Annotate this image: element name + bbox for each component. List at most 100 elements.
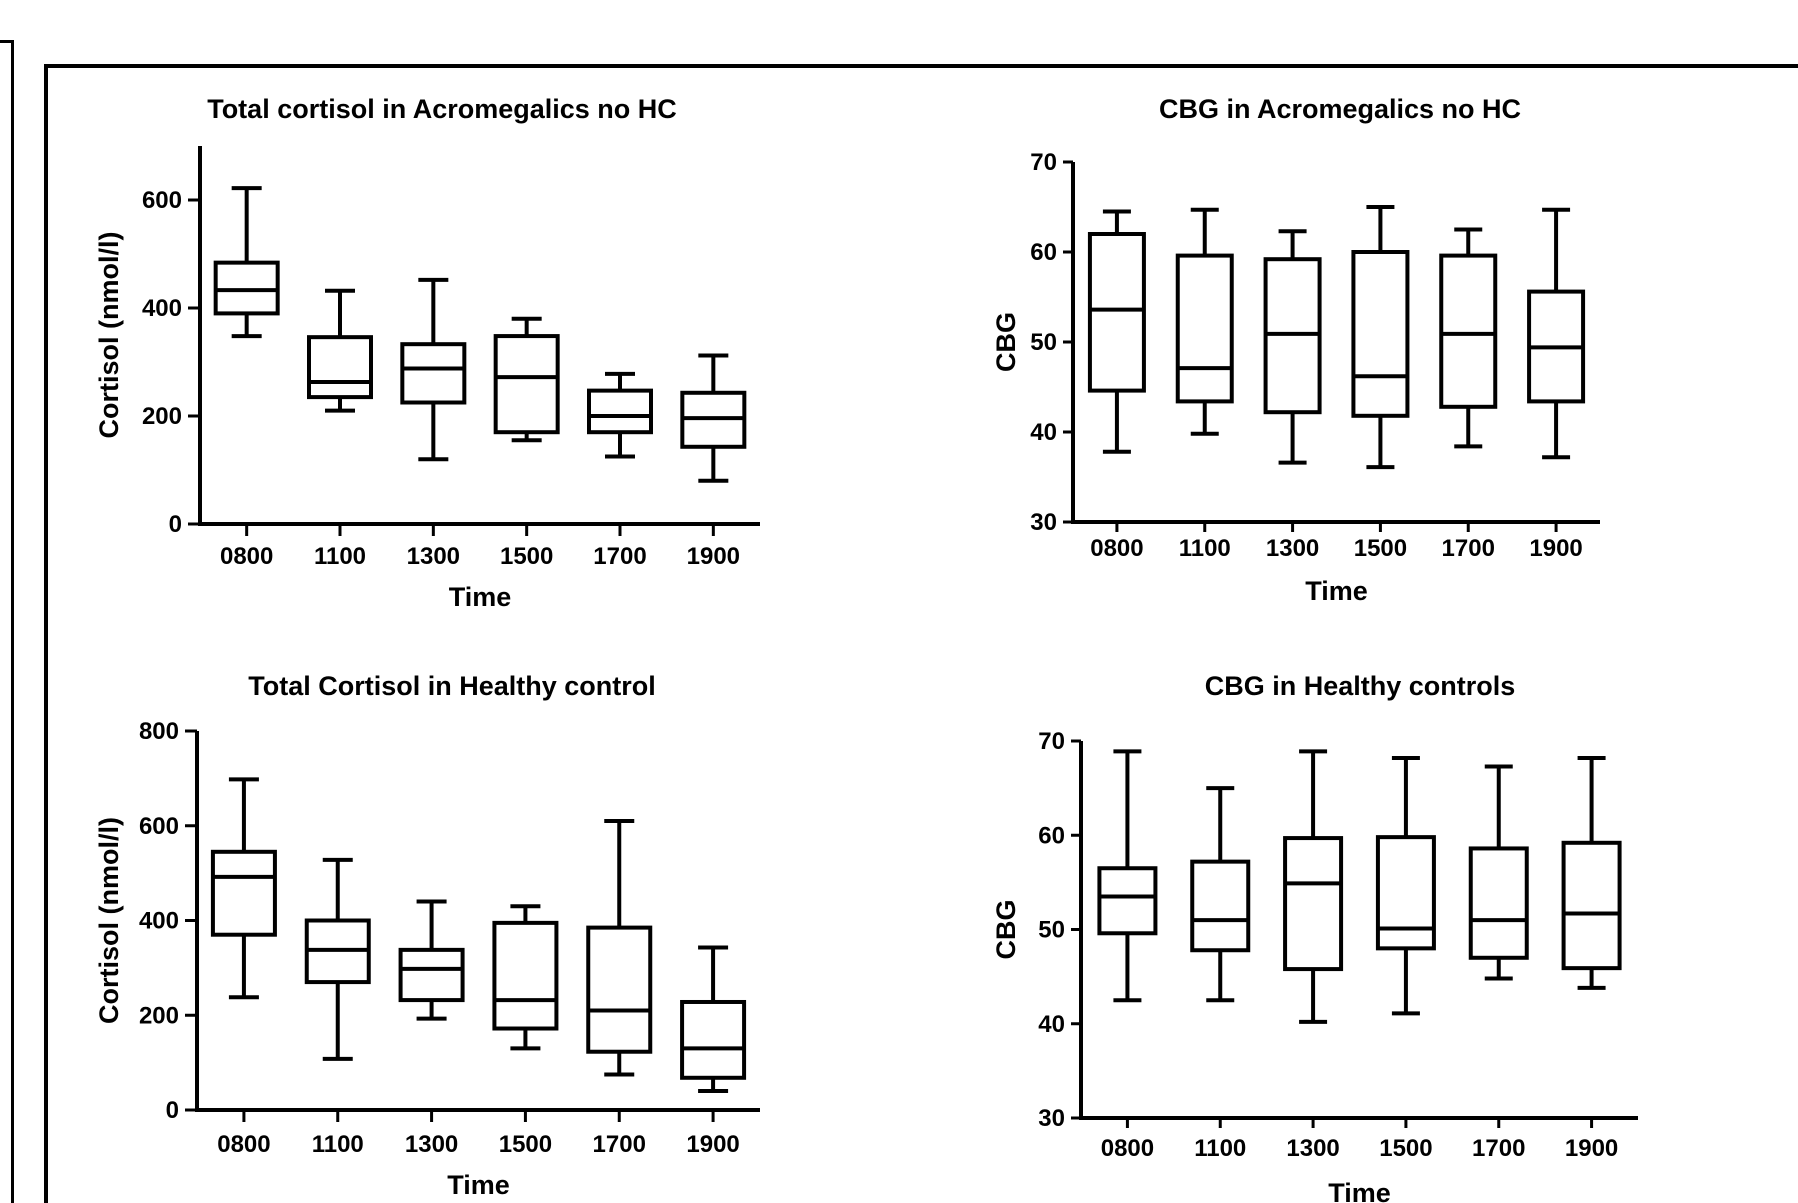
- box-1100: [307, 288, 373, 413]
- chart-title: CBG in Acromegalics no HC: [1159, 94, 1521, 124]
- box-1700: [587, 371, 653, 459]
- box-1700: [586, 819, 653, 1077]
- box-1100: [1190, 786, 1251, 1003]
- box-iqr: [400, 342, 467, 405]
- box-1300: [398, 899, 465, 1021]
- box-iqr: [586, 925, 653, 1054]
- box-1900: [680, 945, 747, 1094]
- y-tick-label: 70: [1030, 149, 1057, 176]
- x-tick-label: 1900: [687, 543, 740, 570]
- y-tick-label: 0: [169, 511, 182, 538]
- box-1500: [493, 316, 560, 443]
- chart-title: Total cortisol in Acromegalics no HC: [207, 94, 677, 124]
- box-1900: [1527, 207, 1586, 460]
- y-tick-label: 0: [166, 1097, 179, 1124]
- x-tick-label: 1300: [1266, 535, 1319, 562]
- x-tick-label: 1700: [593, 1131, 646, 1158]
- box-1700: [1439, 227, 1498, 449]
- x-tick-label: 1900: [686, 1131, 739, 1158]
- chart-panel-3: Total Cortisol in Healthy control 0 200 400…: [94, 671, 760, 1200]
- x-tick-label: 1500: [1379, 1135, 1432, 1162]
- box-0800: [213, 186, 280, 339]
- y-tick-label: 600: [142, 187, 182, 214]
- y-tick-label: 60: [1030, 239, 1057, 266]
- x-axis-label: Time: [1305, 576, 1368, 606]
- chart-panel-2: CBG in Acromegalics no HC 30 40 50 60 70 0800 1…: [991, 94, 1600, 606]
- chart-panel-4: CBG in Healthy controls 30 40 50 60 70 0800 110…: [991, 671, 1638, 1203]
- y-tick-label: 40: [1038, 1011, 1065, 1038]
- box-iqr: [1468, 846, 1529, 960]
- box-iqr: [398, 947, 465, 1003]
- box-iqr: [210, 849, 277, 937]
- box-1300: [1283, 749, 1344, 1024]
- x-tick-label: 0800: [220, 543, 273, 570]
- box-1300: [1263, 229, 1322, 465]
- box-iqr: [1375, 835, 1436, 951]
- y-tick-label: 30: [1038, 1105, 1065, 1132]
- box-1700: [1468, 764, 1529, 981]
- box-iqr: [1097, 866, 1158, 936]
- box-1100: [304, 857, 371, 1061]
- x-tick-label: 1500: [499, 1131, 552, 1158]
- y-tick-label: 600: [139, 813, 179, 840]
- box-iqr: [493, 334, 560, 435]
- x-tick-label: 1100: [314, 543, 366, 570]
- box-1100: [1175, 207, 1234, 436]
- chart-title: CBG in Healthy controls: [1205, 671, 1516, 701]
- box-iqr: [1351, 250, 1410, 418]
- x-axis-label: Time: [1328, 1178, 1391, 1203]
- x-tick-label: 1300: [1286, 1135, 1339, 1162]
- y-tick-label: 40: [1030, 419, 1057, 446]
- x-tick-label: 1700: [1442, 535, 1495, 562]
- frame-left-edge: [0, 40, 14, 1203]
- x-axis-label: Time: [447, 1170, 510, 1200]
- box-1500: [1351, 205, 1410, 470]
- figure-frame: [44, 64, 1798, 1203]
- box-1500: [1375, 755, 1436, 1016]
- y-axis-label: Cortisol (nmol/l): [94, 817, 124, 1024]
- box-0800: [1097, 749, 1158, 1003]
- box-1300: [400, 277, 467, 462]
- x-tick-label: 1100: [312, 1131, 364, 1158]
- x-tick-label: 1700: [1472, 1135, 1525, 1162]
- box-0800: [1087, 209, 1146, 454]
- y-tick-label: 400: [139, 908, 179, 935]
- y-tick-label: 200: [139, 1002, 179, 1029]
- chart-panel-1: Total cortisol in Acromegalics no HC 0 200…: [94, 94, 760, 612]
- x-tick-label: 1500: [1354, 535, 1407, 562]
- box-iqr: [1561, 840, 1622, 971]
- x-tick-label: 1100: [1194, 1135, 1246, 1162]
- box-iqr: [587, 388, 653, 435]
- y-tick-label: 60: [1038, 822, 1065, 849]
- box-1900: [1561, 755, 1622, 990]
- box-iqr: [213, 260, 280, 316]
- x-tick-label: 1500: [500, 543, 553, 570]
- y-axis-label: CBG: [991, 900, 1021, 960]
- box-iqr: [492, 920, 559, 1031]
- x-tick-label: 1100: [1179, 535, 1231, 562]
- y-axis-label: Cortisol (nmol/l): [94, 232, 124, 439]
- x-tick-label: 0800: [1090, 535, 1143, 562]
- y-tick-label: 50: [1030, 329, 1057, 356]
- y-tick-label: 200: [142, 403, 182, 430]
- box-iqr: [1439, 253, 1498, 409]
- box-1900: [680, 353, 747, 483]
- y-tick-label: 800: [139, 718, 179, 745]
- y-tick-label: 70: [1038, 728, 1065, 755]
- y-tick-label: 30: [1030, 509, 1057, 536]
- box-1500: [492, 904, 559, 1051]
- chart-title: Total Cortisol in Healthy control: [248, 671, 656, 701]
- y-tick-label: 400: [142, 295, 182, 322]
- box-iqr: [1175, 253, 1234, 404]
- box-iqr: [680, 999, 747, 1080]
- x-tick-label: 1900: [1529, 535, 1582, 562]
- x-axis-label: Time: [449, 582, 512, 612]
- x-tick-label: 1900: [1565, 1135, 1618, 1162]
- x-tick-label: 1300: [407, 543, 460, 570]
- box-iqr: [1283, 836, 1344, 972]
- box-0800: [210, 777, 277, 1000]
- y-axis-label: CBG: [991, 312, 1021, 372]
- x-tick-label: 0800: [217, 1131, 270, 1158]
- x-tick-label: 1700: [593, 543, 646, 570]
